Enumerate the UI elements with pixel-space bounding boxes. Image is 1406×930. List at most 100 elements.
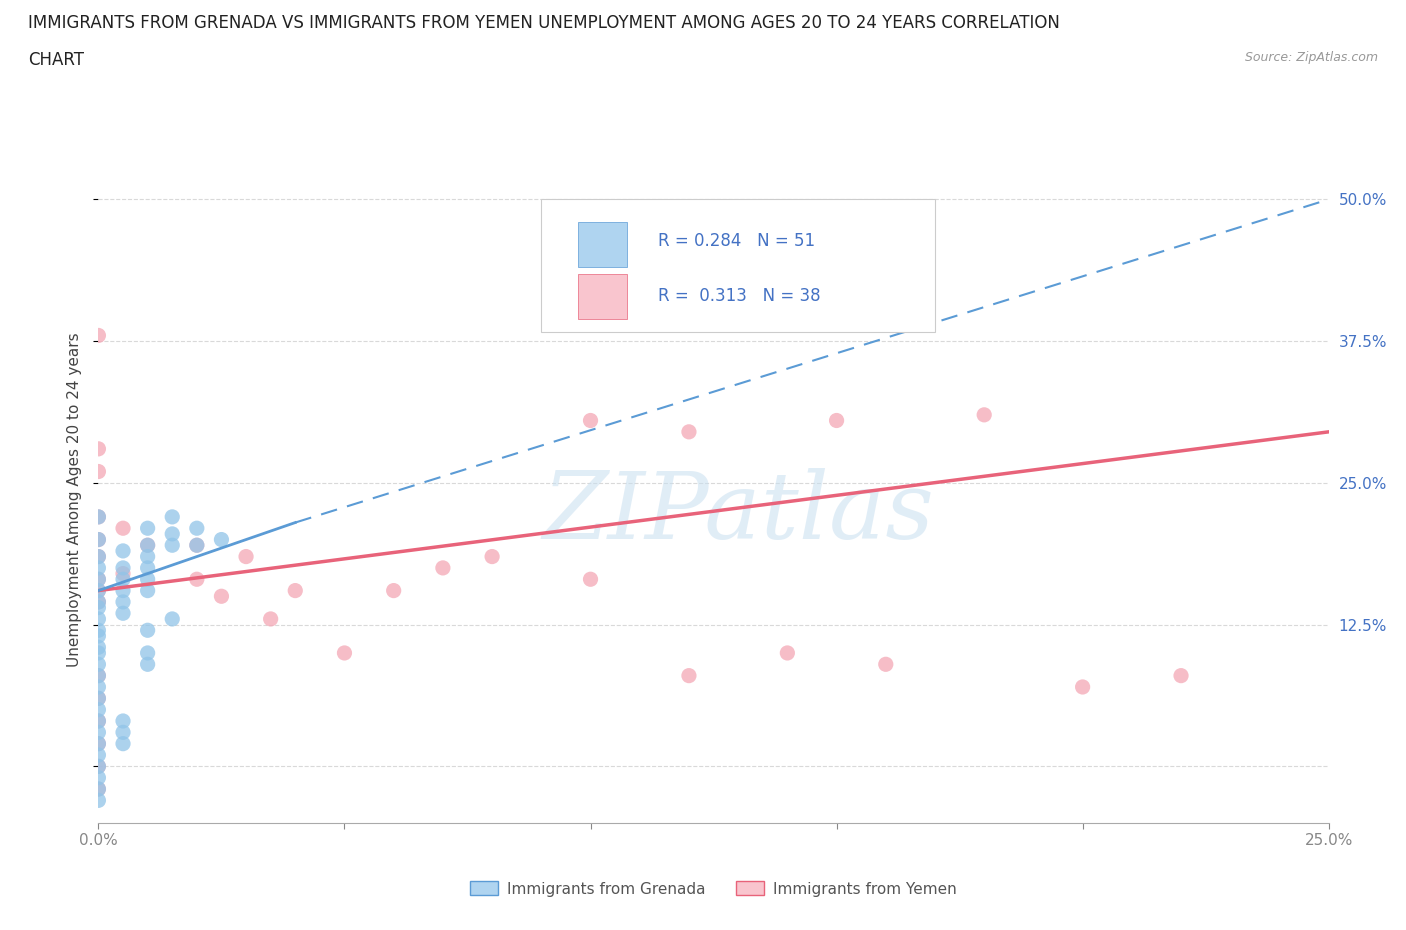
Point	[136, 583, 159, 598]
Point	[136, 561, 159, 576]
Point	[186, 572, 208, 587]
Point	[112, 737, 135, 751]
Point	[87, 600, 110, 615]
Point	[1170, 668, 1192, 683]
Point	[112, 521, 135, 536]
Point	[87, 759, 110, 774]
Point	[112, 724, 135, 739]
Point	[87, 702, 110, 717]
FancyBboxPatch shape	[541, 199, 935, 332]
Point	[136, 657, 159, 671]
Point	[87, 612, 110, 627]
Point	[333, 645, 356, 660]
Point	[186, 538, 208, 552]
Point	[162, 526, 183, 541]
Point	[87, 737, 110, 751]
Point	[162, 510, 183, 525]
Text: R = 0.284   N = 51: R = 0.284 N = 51	[658, 232, 815, 250]
Point	[87, 594, 110, 609]
Point	[284, 583, 307, 598]
Point	[579, 413, 602, 428]
Point	[87, 668, 110, 683]
Point	[87, 691, 110, 706]
Point	[87, 572, 110, 587]
Legend: Immigrants from Grenada, Immigrants from Yemen: Immigrants from Grenada, Immigrants from…	[464, 875, 963, 903]
Point	[87, 737, 110, 751]
Point	[87, 781, 110, 796]
Point	[112, 561, 135, 576]
Point	[579, 572, 602, 587]
Point	[875, 657, 897, 671]
Point	[678, 668, 700, 683]
Point	[1071, 680, 1094, 695]
Point	[186, 521, 208, 536]
Point	[211, 532, 233, 547]
Point	[112, 594, 135, 609]
Point	[87, 781, 110, 796]
Point	[136, 623, 159, 638]
Point	[87, 640, 110, 655]
Point	[87, 561, 110, 576]
Text: IMMIGRANTS FROM GRENADA VS IMMIGRANTS FROM YEMEN UNEMPLOYMENT AMONG AGES 20 TO 2: IMMIGRANTS FROM GRENADA VS IMMIGRANTS FR…	[28, 14, 1060, 32]
Point	[432, 561, 454, 576]
Text: R =  0.313   N = 38: R = 0.313 N = 38	[658, 287, 821, 305]
Point	[87, 680, 110, 695]
Point	[112, 543, 135, 558]
Point	[87, 629, 110, 644]
Point	[87, 748, 110, 763]
Point	[87, 623, 110, 638]
Point	[87, 645, 110, 660]
Point	[87, 572, 110, 587]
Point	[87, 464, 110, 479]
Y-axis label: Unemployment Among Ages 20 to 24 years: Unemployment Among Ages 20 to 24 years	[66, 333, 82, 667]
Point	[87, 549, 110, 564]
Text: CHART: CHART	[28, 51, 84, 69]
Text: Source: ZipAtlas.com: Source: ZipAtlas.com	[1244, 51, 1378, 64]
Point	[87, 793, 110, 808]
Point	[87, 532, 110, 547]
Point	[87, 759, 110, 774]
Text: ZIPatlas: ZIPatlas	[543, 468, 934, 558]
Point	[87, 510, 110, 525]
Point	[136, 549, 159, 564]
Point	[136, 538, 159, 552]
Point	[87, 583, 110, 598]
Point	[87, 668, 110, 683]
Point	[211, 589, 233, 604]
Point	[112, 605, 135, 620]
Point	[382, 583, 405, 598]
Point	[162, 612, 183, 627]
Point	[112, 572, 135, 587]
Point	[87, 657, 110, 671]
Point	[87, 583, 110, 598]
Point	[235, 549, 257, 564]
Point	[87, 713, 110, 728]
Point	[186, 538, 208, 552]
Point	[87, 328, 110, 343]
Point	[162, 538, 183, 552]
Point	[87, 691, 110, 706]
Point	[136, 521, 159, 536]
Point	[112, 713, 135, 728]
Point	[87, 770, 110, 785]
Point	[973, 407, 995, 422]
Point	[678, 424, 700, 439]
Point	[481, 549, 503, 564]
Point	[87, 594, 110, 609]
FancyBboxPatch shape	[578, 222, 627, 267]
Point	[260, 612, 283, 627]
Point	[87, 713, 110, 728]
Point	[87, 442, 110, 457]
Point	[87, 532, 110, 547]
Point	[112, 566, 135, 581]
Point	[136, 645, 159, 660]
Point	[136, 538, 159, 552]
Point	[87, 549, 110, 564]
FancyBboxPatch shape	[578, 273, 627, 319]
Point	[136, 572, 159, 587]
Point	[87, 724, 110, 739]
Point	[112, 583, 135, 598]
Point	[776, 645, 799, 660]
Point	[87, 510, 110, 525]
Point	[825, 413, 848, 428]
